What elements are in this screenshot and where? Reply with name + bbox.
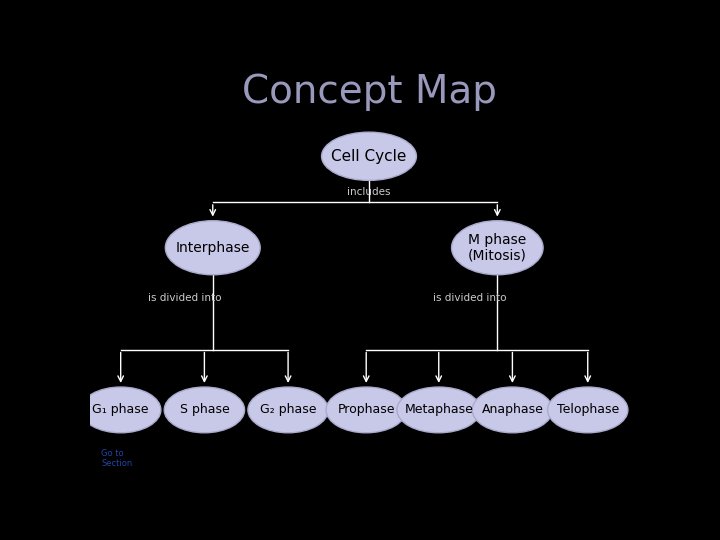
Text: G₂ phase: G₂ phase: [260, 403, 316, 416]
Ellipse shape: [166, 221, 260, 275]
Text: Cell Cycle: Cell Cycle: [331, 149, 407, 164]
Ellipse shape: [397, 387, 481, 433]
Text: Anaphase: Anaphase: [482, 403, 544, 416]
Text: M phase
(Mitosis): M phase (Mitosis): [468, 233, 527, 263]
Text: Prophase: Prophase: [338, 403, 395, 416]
Text: G₁ phase: G₁ phase: [92, 403, 149, 416]
Text: includes: includes: [347, 187, 391, 197]
Text: Concept Map: Concept Map: [242, 73, 496, 111]
Ellipse shape: [326, 387, 406, 433]
Text: is divided into: is divided into: [433, 293, 506, 302]
Ellipse shape: [472, 387, 552, 433]
Text: Telophase: Telophase: [557, 403, 619, 416]
Text: Metaphase: Metaphase: [405, 403, 473, 416]
Ellipse shape: [547, 387, 628, 433]
Text: is divided into: is divided into: [148, 293, 222, 302]
Text: Interphase: Interphase: [176, 241, 250, 255]
Ellipse shape: [451, 221, 543, 275]
Ellipse shape: [248, 387, 328, 433]
Ellipse shape: [164, 387, 245, 433]
Ellipse shape: [81, 387, 161, 433]
Text: S phase: S phase: [179, 403, 229, 416]
Ellipse shape: [322, 132, 416, 180]
Text: Go to
Section: Go to Section: [101, 449, 132, 468]
